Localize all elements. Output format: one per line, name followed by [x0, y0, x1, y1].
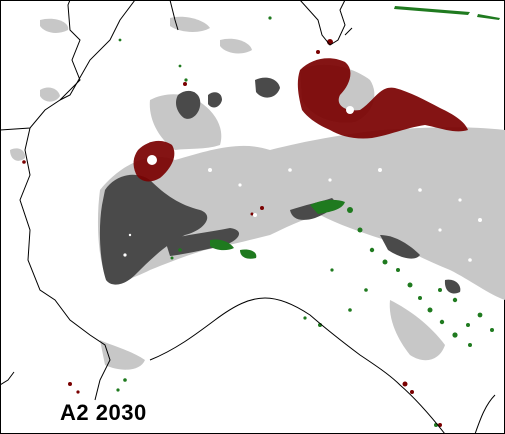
speckle-texture	[123, 106, 482, 262]
scenario-label: A2 2030	[60, 400, 147, 425]
dark-gray-region	[99, 77, 461, 294]
